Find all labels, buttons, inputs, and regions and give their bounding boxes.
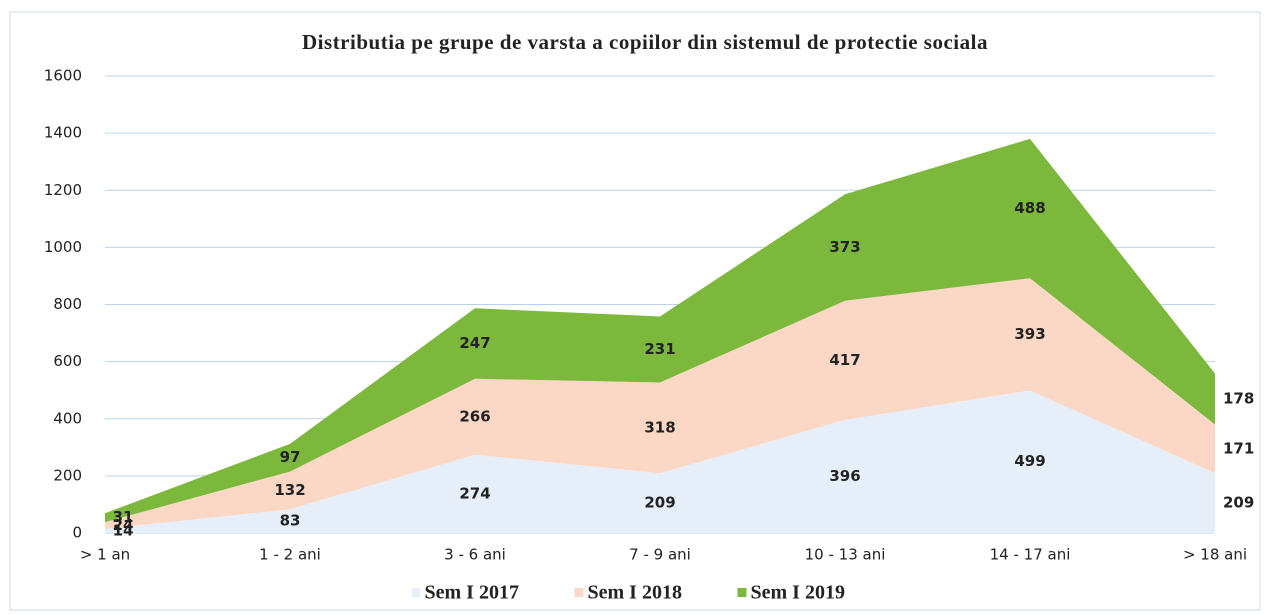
x-tick-label: 1 - 2 ani [259, 546, 321, 564]
x-tick-label: 14 - 17 ani [990, 546, 1071, 564]
chart-border [9, 11, 1261, 611]
data-label: 266 [459, 407, 490, 425]
x-tick-label: 3 - 6 ani [444, 546, 506, 564]
y-tick-label: 0 [72, 524, 82, 542]
data-label: 24 [113, 516, 134, 534]
data-label: 178 [1223, 390, 1254, 408]
y-tick-label: 1000 [44, 238, 82, 256]
data-label: 274 [459, 484, 490, 502]
y-tick-label: 600 [53, 352, 82, 370]
y-tick-label: 400 [53, 409, 82, 427]
area [105, 138, 1215, 523]
area [105, 278, 1215, 530]
data-label: 417 [829, 351, 860, 369]
legend-swatch [411, 588, 421, 597]
legend-label: Sem I 2018 [588, 582, 682, 604]
chart-title: Distributia pe grupe de varsta a copiilo… [302, 30, 988, 54]
data-label: 14 [113, 522, 134, 540]
data-label: 31 [113, 508, 134, 526]
y-tick-label: 800 [53, 295, 82, 313]
y-tick-label: 200 [53, 466, 82, 484]
data-label: 318 [644, 418, 675, 436]
data-label: 396 [829, 467, 860, 485]
y-tick-label: 1600 [44, 67, 82, 85]
data-label: 171 [1223, 439, 1254, 457]
x-tick-label: 7 - 9 ani [629, 546, 691, 564]
data-label: 83 [280, 512, 301, 530]
x-tick-label: > 18 ani [1183, 546, 1247, 564]
data-label: 373 [829, 238, 860, 256]
y-tick-label: 1400 [44, 124, 82, 142]
area [105, 390, 1215, 533]
data-label: 97 [280, 448, 301, 466]
x-tick-label: 10 - 13 ani [805, 546, 886, 564]
legend-label: Sem I 2019 [751, 582, 845, 604]
legend-swatch [737, 588, 747, 597]
legend-label: Sem I 2017 [425, 582, 519, 604]
x-tick-label: > 1 an [80, 546, 130, 564]
data-label: 393 [1014, 325, 1045, 343]
data-label: 499 [1014, 452, 1045, 470]
data-label: 247 [459, 334, 490, 352]
data-label: 488 [1014, 199, 1045, 217]
legend-swatch [574, 588, 584, 597]
data-label: 231 [644, 340, 675, 358]
y-tick-label: 1200 [44, 181, 82, 199]
data-label: 209 [1223, 494, 1254, 512]
data-label: 132 [274, 481, 305, 499]
data-label: 209 [644, 494, 675, 512]
